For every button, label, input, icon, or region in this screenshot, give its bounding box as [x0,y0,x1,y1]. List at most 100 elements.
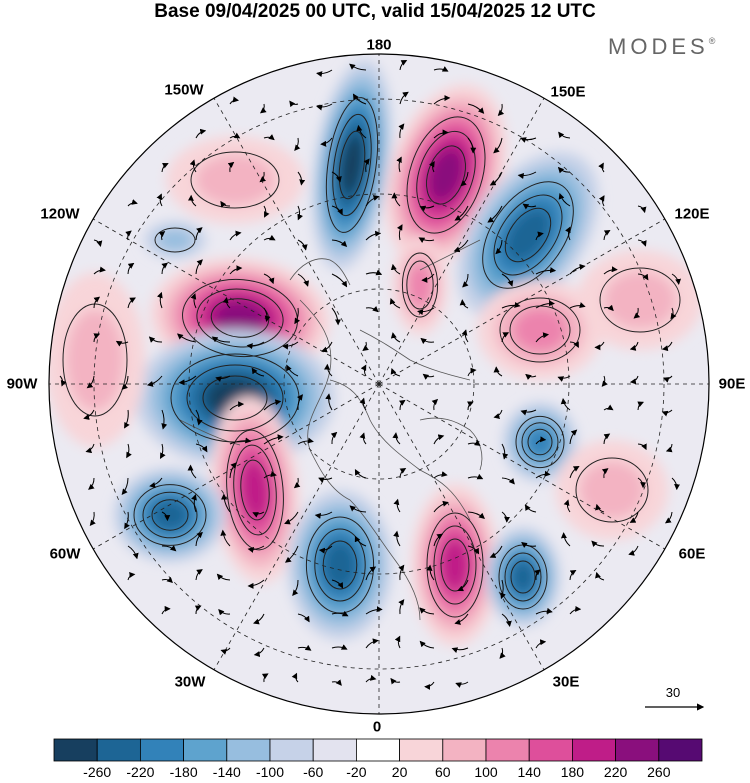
wind-vector [229,462,237,479]
wind-vector [229,96,240,105]
lon-label-90w: 90W [6,375,38,393]
wind-vector [247,579,265,589]
wind-vector [493,366,503,377]
wind-vector [467,545,480,555]
wind-vector [211,336,231,343]
wind-vector [398,599,405,615]
colorbar-swatch [658,738,703,762]
wind-vector [324,363,333,377]
wind-vector [365,195,380,207]
wind-vector [451,647,469,653]
wind-vector [195,569,203,581]
reference-vector-label: 30 [665,685,681,700]
wind-vector [521,541,537,548]
wind-vector [637,205,647,214]
wind-vector [520,409,537,416]
colorbar-tick-label: 140 [517,764,541,780]
wind-vector [433,95,451,105]
wind-vector [664,511,673,524]
wind-vector [89,511,96,527]
wind-vector [253,613,265,625]
wind-vector [187,464,197,479]
wind-vector [297,239,308,251]
wind-vector [399,60,408,71]
wind-vector [294,137,301,151]
wind-vector [459,299,469,309]
wind-vector [417,307,435,316]
wind-vector [286,364,299,377]
colorbar-swatch [53,738,98,762]
wind-vector [331,579,344,589]
wind-vector [316,103,333,111]
wind-vector [263,234,276,241]
wind-vector [569,263,586,275]
wind-vector [284,511,299,525]
wind-vector [263,399,282,411]
lon-label-150w: 150W [164,81,204,99]
wind-vector [601,468,609,479]
lon-label-150e: 150E [550,83,586,101]
wind-vector [569,429,578,445]
wind-vector [314,511,333,519]
wind-vector [161,511,171,522]
wind-vector [429,160,435,173]
wind-vector [93,296,101,309]
wind-vector [220,529,231,547]
colorbar-swatch [442,738,487,762]
colorbar-swatch [399,738,444,762]
wind-vector [161,605,171,615]
wind-vector [331,239,348,248]
wind-vector [598,162,605,173]
wind-vector [316,69,333,78]
wind-vector [149,477,163,488]
wind-vector [263,205,270,218]
wind-vector [591,540,605,547]
colorbar-tick-label: 180 [560,764,585,780]
wind-vector [365,674,377,683]
lon-label-30w: 30W [174,673,206,691]
wind-vector [569,465,580,479]
wind-vector [124,511,130,530]
wind-vector [535,300,555,309]
wind-vector [629,511,639,523]
wind-vector [421,273,435,283]
wind-vector [501,301,521,309]
wind-vector [354,468,367,479]
wind-vector [670,307,677,320]
wind-vector [390,367,401,377]
wind-vector [215,375,231,382]
wind-vector [246,341,265,350]
colorbar-swatch [139,738,184,762]
wind-vector [195,128,207,139]
wind-vector [431,398,439,411]
wind-vector [190,293,197,309]
wind-vector [396,156,402,173]
wind-vector [321,341,333,353]
wind-vector [563,499,571,513]
colorbar-tick-label: 260 [647,764,671,780]
lon-label-120w: 120W [40,205,80,223]
wind-vector [535,267,557,275]
wind-vector [359,397,367,411]
colorbar-swatch [528,738,573,762]
wind-vector [158,230,166,241]
colorbar [53,738,703,762]
wind-vector [467,401,474,411]
wind-vector [633,307,641,319]
wind-vector [595,503,605,513]
wind-vector [297,171,306,186]
wind-vector [569,302,586,309]
wind-vector [251,367,265,377]
wind-vector [598,195,605,207]
wind-vector [187,194,197,207]
wind-vector [557,166,571,174]
wind-vector [126,443,132,459]
graticule [93,98,665,670]
wind-vector [263,471,277,479]
wind-vector [293,477,301,489]
wind-vector [146,375,163,387]
colorbar-tick-label: 220 [603,764,628,780]
colorbar-tick-label: -220 [126,764,155,780]
wind-vector [569,341,579,348]
wind-vector [467,440,481,446]
